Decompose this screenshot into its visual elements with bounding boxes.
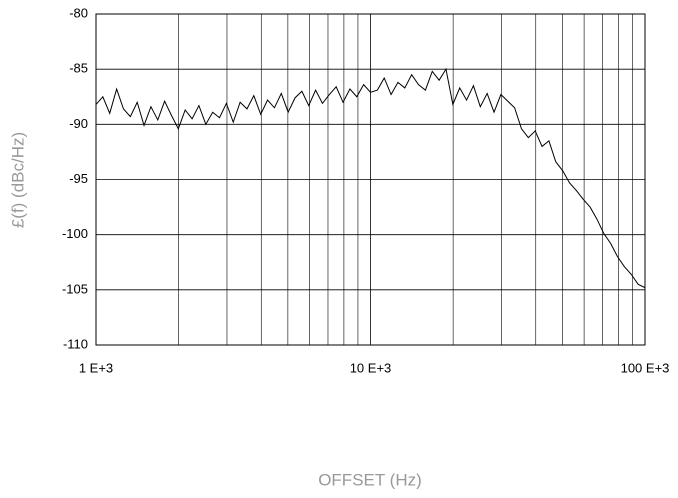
x-tick-label: 10 E+3 — [350, 360, 392, 375]
y-tick-label: -90 — [69, 116, 88, 131]
x-axis-title: OFFSET (Hz) — [318, 470, 422, 489]
y-tick-label: -80 — [69, 5, 88, 20]
y-axis-title: £(f) (dBc/Hz) — [8, 132, 27, 228]
y-tick-label: -110 — [63, 336, 88, 351]
x-tick-label: 1 E+3 — [79, 360, 113, 375]
y-tick-label: -105 — [62, 281, 88, 296]
y-tick-label: -95 — [69, 171, 88, 186]
x-tick-label: 100 E+3 — [621, 360, 670, 375]
plot-frame — [95, 13, 646, 346]
data-line — [95, 67, 646, 289]
y-tick-label: -85 — [69, 61, 88, 76]
y-tick-label: -100 — [62, 226, 88, 241]
